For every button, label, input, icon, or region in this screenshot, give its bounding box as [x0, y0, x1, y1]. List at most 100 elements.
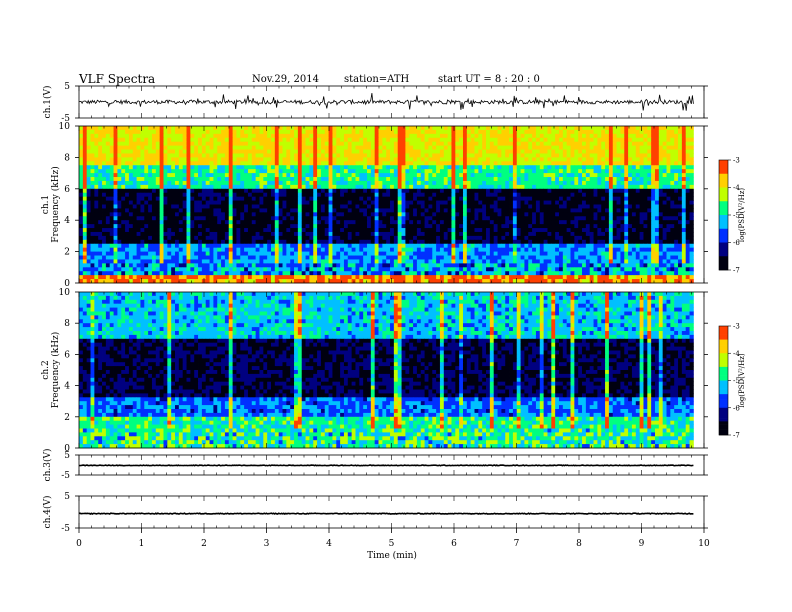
ch1-spectrogram-cell [647, 208, 652, 213]
ch1-spectrogram-cell [301, 165, 306, 170]
ch1-spectrogram-cell [612, 231, 617, 237]
ch1-spectrogram-cell [631, 177, 637, 182]
ch1-spectrogram-cell [317, 212, 322, 217]
ch1-spectrogram-cell [90, 235, 95, 241]
ch1-spectrogram-cell [82, 157, 88, 162]
ch1-spectrogram-cell [520, 141, 525, 147]
ch1-spectrogram-cell [236, 239, 241, 245]
ch1-spectrogram-cell [270, 188, 276, 194]
ch1-spectrogram-cell [370, 137, 376, 143]
ch1-spectrogram-cell [259, 157, 264, 162]
ch1-spectrogram-cell [674, 137, 679, 143]
ch1-spectrogram-cell [639, 157, 644, 162]
ch1-spectrogram-cell [175, 180, 180, 186]
ch1-spectrogram-cell [186, 200, 191, 205]
ch1-spectrogram-cell [363, 184, 368, 190]
ch1-spectrogram-cell [624, 141, 629, 147]
ch1-spectrogram-cell [532, 208, 537, 213]
ch1-spectrogram-cell [366, 165, 372, 170]
ch1-spectrogram-cell [228, 173, 233, 178]
ch1-spectrogram-cell [654, 180, 660, 186]
ch1-spectrogram-cell [520, 228, 525, 233]
ch1-spectrogram-cell [366, 180, 372, 186]
ch1-spectrogram-cell [224, 208, 230, 213]
ch1-spectrogram-cell [328, 204, 333, 209]
ch1-spectrogram-cell [543, 137, 548, 143]
ch1-spectrogram-cell [436, 208, 441, 213]
ch1-spectrogram-cell [221, 173, 226, 178]
ch1-spectrogram-cell [155, 177, 161, 182]
ch1-spectrogram-cell [447, 137, 452, 143]
ch1-spectrogram-cell [328, 192, 333, 198]
ch1-spectrogram-cell [631, 220, 637, 225]
ch1-spectrogram-cell [486, 208, 491, 213]
ch1-spectrogram-cell [562, 153, 568, 158]
ch1-spectrogram-cell [82, 165, 88, 170]
ch1-spectrogram-cell [416, 153, 422, 158]
ch1-spectrogram-cell [163, 173, 168, 178]
ch1-spectrogram-cell [658, 173, 664, 178]
ch1-spectrogram-cell [378, 192, 383, 198]
ch1-spectrogram-cell [198, 220, 203, 225]
ch1-spectrogram-cell [355, 173, 360, 178]
ch1-spectrogram-cell [148, 224, 153, 229]
ch1-spectrogram-cell [612, 141, 617, 147]
ch1-spectrogram-cell [589, 239, 594, 245]
ch1-spectrogram-cell [432, 169, 437, 174]
ch1-spectrogram-cell [432, 196, 437, 201]
ch1-spectrogram-cell [309, 184, 314, 190]
ch1-spectrogram-cell [228, 126, 233, 131]
ch1-spectrogram-cell [413, 220, 418, 225]
ch1-spectrogram-cell [624, 149, 629, 154]
ch1-spectrogram-cell [547, 196, 552, 201]
ch1-spectrogram-cell [82, 208, 88, 213]
ch1-spectrogram-cell [382, 169, 387, 174]
ch1-spectrogram-cell [662, 177, 667, 182]
ch1-spectrogram-cell [678, 133, 683, 139]
ch1-spectrogram-cell [201, 177, 207, 182]
ch1-spectrogram-cell [98, 200, 103, 205]
ch1-spectrogram-cell [631, 141, 637, 147]
ch1-spectrogram-cell [390, 212, 395, 217]
ch1-spectrogram-cell [320, 165, 326, 170]
ch1-spectrogram-cell [478, 228, 483, 233]
ch1-spectrogram-cell [447, 220, 452, 225]
ch1-spectrogram-cell [94, 149, 99, 154]
ch1-spectrogram-cell [608, 235, 614, 241]
ch1-spectrogram-cell [593, 177, 598, 182]
ch1-spectrogram-cell [566, 129, 571, 135]
ch1-spectrogram-cell [109, 220, 114, 225]
ch1-spectrogram-cell [94, 192, 99, 198]
ch1-spectrogram-cell [582, 137, 587, 143]
ch1-spectrogram-cell [393, 192, 399, 198]
ch1-spectrogram-cell [343, 165, 349, 170]
ch1-spectrogram-cell [654, 126, 660, 131]
ch1-spectrogram-cell [205, 192, 210, 198]
ch1-spectrogram-cell [489, 129, 495, 135]
ch1-spectrogram-cell [486, 149, 491, 154]
ch1-spectrogram-cell [332, 220, 337, 225]
ch1-spectrogram-cell [232, 192, 237, 198]
ch1-spectrogram-cell [366, 188, 372, 194]
ch1-spectrogram-cell [558, 137, 564, 143]
ch1-spectrogram-cell [247, 161, 253, 166]
ch1-spectrogram-cell [224, 153, 230, 158]
ch1-spectrogram-cell [290, 216, 295, 221]
ch1-spectrogram-cell [597, 188, 602, 194]
ch1-spectrogram-cell [305, 243, 310, 249]
ch1-spectrogram-cell [190, 157, 195, 162]
ch1-spectrogram-cell [117, 200, 122, 205]
ch1-spectrogram-cell [535, 208, 541, 213]
ch1-spectrogram-cell [109, 200, 114, 205]
ch1-spectrogram-cell [247, 129, 253, 135]
ch1-spectrogram-cell [355, 180, 360, 186]
ch1-spectrogram-cell [393, 133, 399, 139]
ch1-spectrogram-cell [466, 216, 472, 221]
ch1-spectrogram-cell [209, 212, 214, 217]
ch1-spectrogram-cell [82, 133, 88, 139]
ch1-spectrogram-cell [221, 212, 226, 217]
ch1-waveform-ytick-label: 5 [64, 82, 70, 92]
ch1-spectrogram-cell [489, 212, 495, 217]
ch1-spectrogram-cell [455, 231, 460, 237]
ch1-spectrogram-cell [347, 129, 353, 135]
